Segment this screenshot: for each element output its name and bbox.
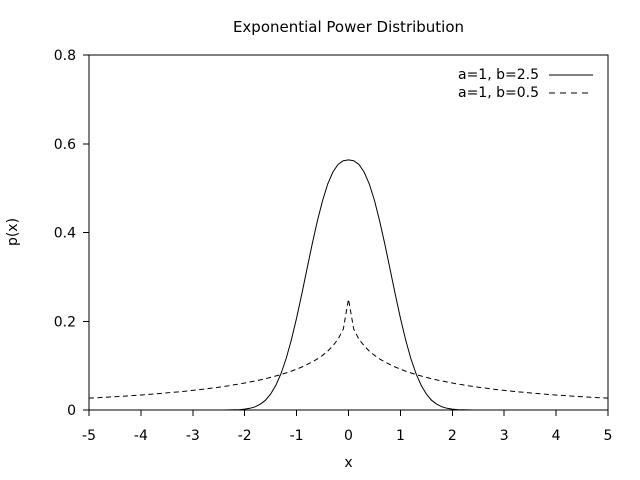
series-line-dashed [88, 299, 609, 399]
x-axis-label: x [344, 455, 353, 471]
y-axis-label: p(x) [5, 217, 21, 247]
legend-label-series-0: a=1, b=2.5 [458, 67, 539, 83]
x-tick-label: 2 [448, 428, 457, 444]
x-tick-label: 3 [500, 428, 509, 444]
legend-line-sample-dashed [549, 92, 593, 94]
x-tick-label: 1 [396, 428, 405, 444]
x-tick-label: 4 [552, 428, 561, 444]
x-tick-label: 0 [344, 428, 353, 444]
x-tick-label: -2 [238, 428, 252, 444]
y-tick-label: 0.2 [54, 314, 76, 330]
legend-label-series-1: a=1, b=0.5 [458, 85, 539, 101]
x-tick-label: -1 [290, 428, 304, 444]
series-line-solid [89, 159, 608, 411]
x-tick-label: -3 [186, 428, 200, 444]
y-tick-label: 0 [67, 403, 76, 419]
y-tick-label: 0.8 [54, 48, 76, 64]
y-tick-label: 0.4 [54, 226, 76, 242]
x-tick-label: -4 [134, 428, 148, 444]
y-tick-label: 0.6 [54, 137, 76, 153]
legend-item: a=1, b=2.5 [458, 66, 594, 84]
x-tick-label: -5 [82, 428, 96, 444]
x-tick-label: 5 [604, 428, 613, 444]
legend: a=1, b=2.5 a=1, b=0.5 [458, 66, 594, 102]
legend-item: a=1, b=0.5 [458, 84, 594, 102]
chart-title: Exponential Power Distribution [232, 18, 465, 36]
legend-line-sample-solid [549, 74, 593, 76]
plot-border [88, 54, 609, 411]
